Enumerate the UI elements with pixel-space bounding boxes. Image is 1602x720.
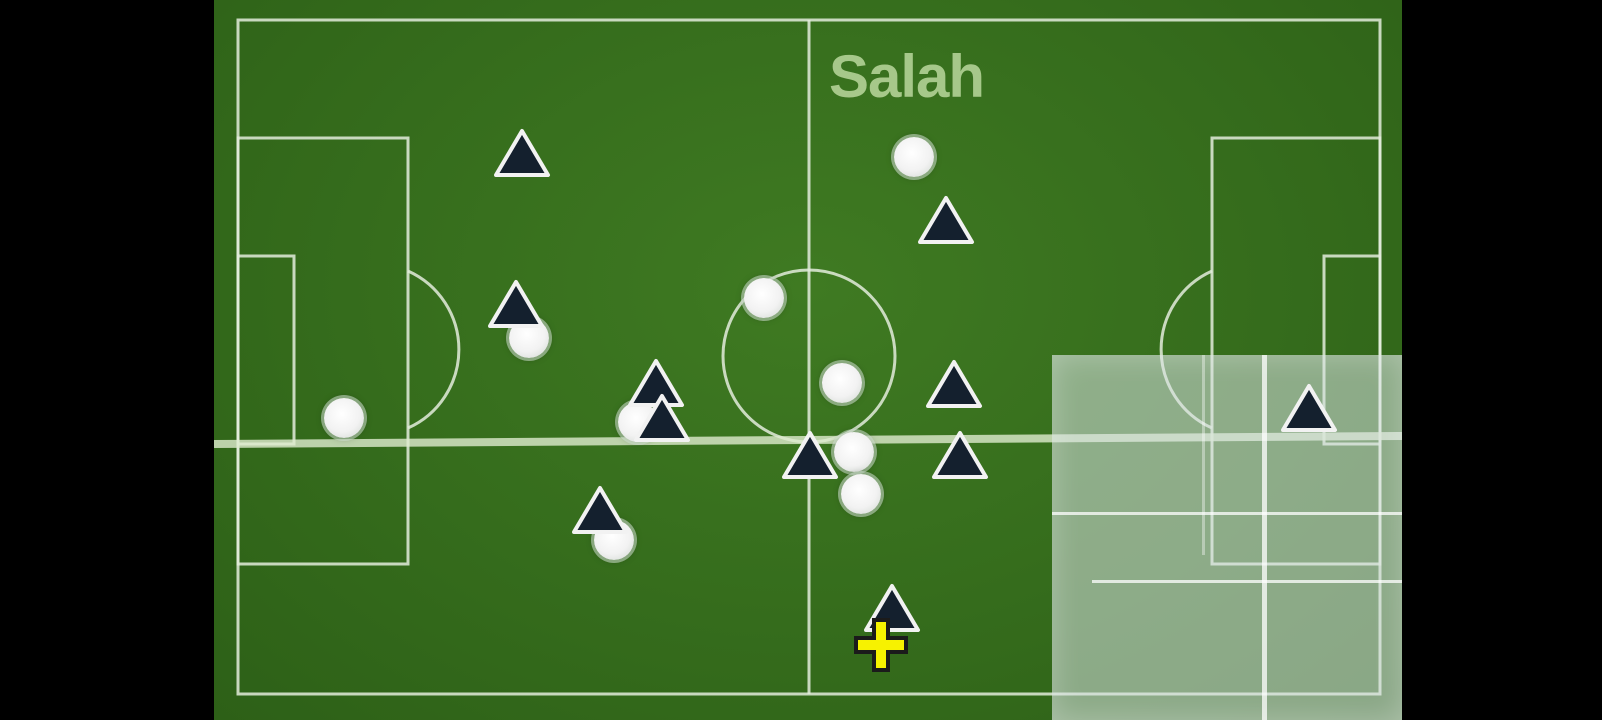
semi-transparent-overlay (1052, 355, 1402, 720)
white-circle-icon (822, 363, 862, 403)
left-penalty-box (236, 136, 410, 566)
tactical-pitch: Salah (214, 0, 1402, 720)
overlay-ghost-line (1052, 512, 1402, 515)
yellow-cross-icon (854, 618, 908, 672)
overlay-ghost-line (1262, 355, 1267, 720)
white-circle-icon (744, 278, 784, 318)
left-penalty-arc (407, 269, 461, 430)
left-goal-box (236, 254, 296, 446)
white-circle-icon (834, 432, 874, 472)
white-circle-icon (324, 398, 364, 438)
player-name-label: Salah (829, 43, 985, 110)
white-circle-icon (841, 474, 881, 514)
white-circle-icon (894, 137, 934, 177)
overlay-ghost-line (1092, 580, 1402, 583)
overlay-ghost-line (1202, 355, 1205, 555)
